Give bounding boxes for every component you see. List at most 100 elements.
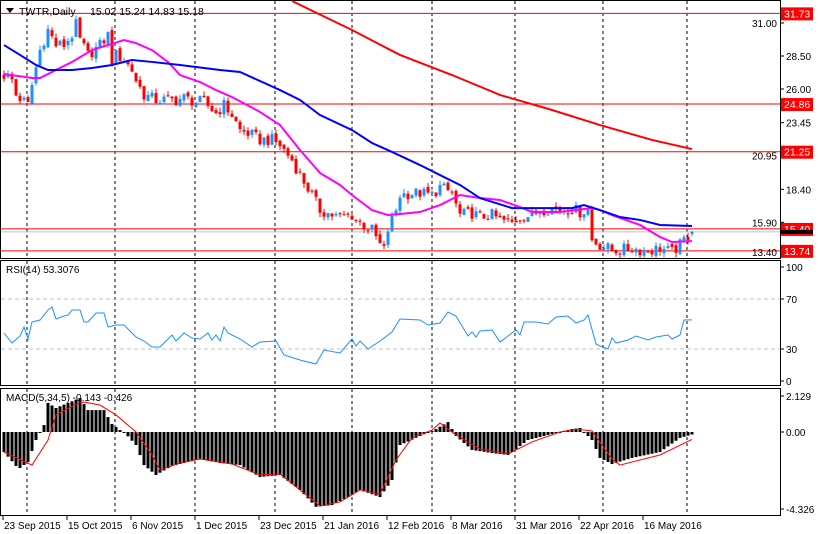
date-tick-label: 1 Dec 2015 xyxy=(196,521,248,532)
price-tick-label: 13.40 xyxy=(752,248,777,259)
price-tick-label: 26.00 xyxy=(786,85,811,96)
macd-histogram-bar xyxy=(514,432,518,449)
candle-body xyxy=(690,231,694,234)
macd-histogram-bar xyxy=(654,432,658,453)
macd-histogram-bar xyxy=(238,432,242,466)
macd-histogram-bar xyxy=(482,432,486,452)
macd-histogram-bar xyxy=(590,432,594,441)
candle-body xyxy=(194,102,198,107)
macd-histogram-bar xyxy=(462,432,466,443)
rsi-line xyxy=(3,306,693,365)
candle-body xyxy=(550,207,554,215)
macd-histogram-bar xyxy=(450,429,454,432)
macd-indicator xyxy=(2,398,694,507)
candle-body xyxy=(50,30,54,37)
level-price-tag xyxy=(781,7,813,21)
macd-histogram-bar xyxy=(522,432,526,443)
candle-body xyxy=(586,209,590,215)
candle-body xyxy=(254,129,258,133)
macd-histogram-bar xyxy=(278,432,282,475)
macd-histogram-bar xyxy=(666,432,670,447)
macd-histogram-bar xyxy=(154,432,158,475)
candle-body xyxy=(486,219,490,221)
dropdown-triangle-icon[interactable] xyxy=(6,8,14,13)
candle-body xyxy=(62,39,66,47)
candle-body xyxy=(266,135,270,145)
candle-body xyxy=(258,133,262,145)
macd-tick-label: 2.129 xyxy=(786,392,811,403)
level-price-tag xyxy=(781,98,813,112)
macd-histogram-bar xyxy=(494,432,498,454)
macd-histogram-bar xyxy=(114,427,118,432)
rsi-panel[interactable] xyxy=(0,260,781,386)
candle-body xyxy=(602,248,606,250)
macd-histogram-bar xyxy=(510,432,514,452)
macd-histogram-bar xyxy=(402,432,406,444)
candle-body xyxy=(210,105,214,112)
candle-body xyxy=(42,45,46,50)
rsi-tick-label: 70 xyxy=(786,295,798,306)
candle-body xyxy=(78,17,82,38)
candle-body xyxy=(14,79,18,96)
macd-histogram-bar xyxy=(614,432,618,463)
candle-body xyxy=(22,97,26,100)
candle-body xyxy=(678,239,682,254)
level-price-tag xyxy=(781,145,813,159)
macd-histogram-bar xyxy=(686,432,690,436)
candle-body xyxy=(334,213,338,216)
macd-histogram-bar xyxy=(394,432,398,463)
macd-histogram-bar xyxy=(446,422,450,432)
macd-histogram-bar xyxy=(438,426,442,432)
candlesticks xyxy=(2,15,694,259)
macd-histogram-bar xyxy=(122,432,126,433)
macd-histogram-bar xyxy=(430,430,434,432)
ma-mid-line xyxy=(3,44,693,228)
macd-histogram-bar xyxy=(318,432,322,507)
rsi-tick-label: 100 xyxy=(786,263,803,274)
level-price-tag-label: 13.74 xyxy=(784,246,810,258)
candle-body xyxy=(682,237,686,242)
macd-histogram-bar xyxy=(78,398,82,432)
candle-body xyxy=(546,214,550,216)
candle-body xyxy=(606,243,610,250)
candle-body xyxy=(94,46,98,59)
macd-histogram-bar xyxy=(362,432,366,492)
candle-body xyxy=(10,73,14,80)
price-tick-label: 18.40 xyxy=(786,185,811,196)
candle-body xyxy=(150,92,154,97)
level-price-tag-label: 21.25 xyxy=(784,147,810,159)
candle-body xyxy=(90,51,94,58)
macd-histogram-bar xyxy=(426,432,430,433)
macd-histogram-bar xyxy=(350,432,354,495)
candle-body xyxy=(214,110,218,114)
candle-body xyxy=(34,67,38,84)
date-tick-label: 23 Sep 2015 xyxy=(4,521,61,532)
macd-histogram-bar xyxy=(418,432,422,437)
candle-body xyxy=(570,212,574,214)
candle-body xyxy=(386,231,390,246)
candle-body xyxy=(282,144,286,149)
macd-histogram-bar xyxy=(14,432,18,466)
macd-histogram-bar xyxy=(178,432,182,464)
price-tick-label: 23.45 xyxy=(786,119,811,130)
candle-body xyxy=(450,191,454,193)
candle-body xyxy=(442,183,446,186)
macd-histogram-bar xyxy=(106,417,110,432)
candle-body xyxy=(626,244,630,251)
candle-body xyxy=(106,31,110,45)
ma-slow-line xyxy=(291,0,693,151)
macd-histogram-bar xyxy=(534,432,538,438)
candle-body xyxy=(326,213,330,218)
candle-body xyxy=(522,220,526,222)
candle-body xyxy=(358,220,362,222)
candle-body xyxy=(262,137,266,145)
candle-body xyxy=(206,96,210,106)
candle-body xyxy=(618,253,622,255)
macd-histogram-bar xyxy=(338,432,342,502)
candle-body xyxy=(558,207,562,212)
macd-histogram-bar xyxy=(470,432,474,450)
macd-histogram-bar xyxy=(594,432,598,449)
candle-body xyxy=(414,188,418,196)
candle-body xyxy=(146,94,150,102)
